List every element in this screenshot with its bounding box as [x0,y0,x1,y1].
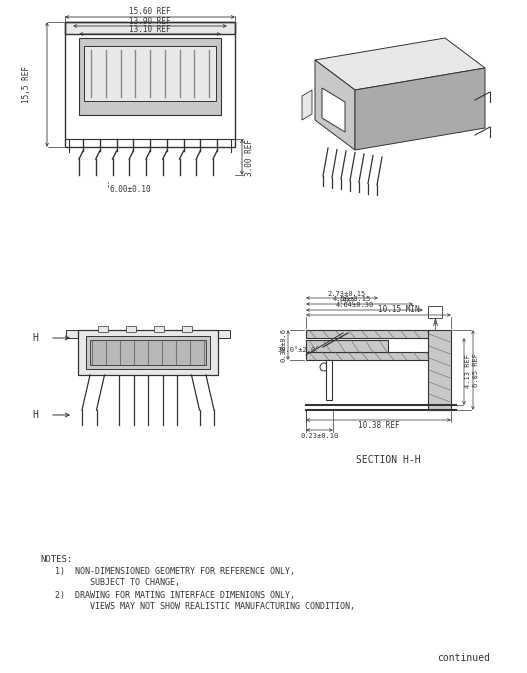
Text: 0.23±0.10: 0.23±0.10 [300,433,339,439]
Polygon shape [302,90,312,120]
Text: (4x): (4x) [338,297,356,304]
Text: 2)  DRAWING FOR MATING INTERFACE DIMENIONS ONLY,: 2) DRAWING FOR MATING INTERFACE DIMENION… [45,591,295,600]
Text: H: H [32,410,38,420]
Text: SECTION H-H: SECTION H-H [356,455,421,465]
Text: 0.38±0.6: 0.38±0.6 [280,328,286,362]
Polygon shape [355,68,485,150]
Text: 30.0°±2.0°: 30.0°±2.0° [278,347,320,353]
Bar [90,340,206,365]
Bar [182,326,192,332]
Bar [85,46,96,57]
Text: continued: continued [437,653,490,663]
Bar [65,22,235,147]
Text: 13.90 REF: 13.90 REF [129,17,171,26]
Text: 1)  NON-DIMENSIONED GEOMETRY FOR REFERENCE ONLY,: 1) NON-DIMENSIONED GEOMETRY FOR REFERENC… [45,567,295,576]
Text: 13.10 REF: 13.10 REF [129,24,171,34]
Text: 15,5 REF: 15,5 REF [23,66,32,103]
Polygon shape [322,88,345,132]
Text: 4.50±0.15: 4.50±0.15 [333,296,370,302]
Text: H: H [32,333,38,343]
Bar [126,326,136,332]
Bar [428,330,451,410]
Polygon shape [315,38,485,90]
Bar [65,22,235,34]
Bar [204,46,215,57]
Text: VIEWS MAY NOT SHOW REALISTIC MANUFACTURING CONDITION,: VIEWS MAY NOT SHOW REALISTIC MANUFACTURI… [45,602,355,611]
Bar [86,336,210,369]
Bar [84,46,216,101]
Bar [78,330,218,375]
Text: SUBJECT TO CHANGE,: SUBJECT TO CHANGE, [45,578,180,587]
Text: 10.15 MIN: 10.15 MIN [378,306,419,314]
Text: NOTES:: NOTES: [40,555,72,564]
Text: 6.00±0.10: 6.00±0.10 [110,184,152,194]
Text: 4.64±0.30: 4.64±0.30 [335,302,374,308]
Text: 2.73±0.15: 2.73±0.15 [328,291,366,297]
Bar [98,326,108,332]
Bar [66,330,78,338]
Text: 3.00 REF: 3.00 REF [246,139,255,176]
Bar [326,360,332,400]
Text: 4.13 REF: 4.13 REF [465,355,471,388]
Circle shape [320,363,328,371]
Bar [306,330,433,338]
Text: 6.05 REF: 6.05 REF [473,353,479,387]
Text: 15.60 REF: 15.60 REF [129,7,171,15]
Text: 10.38 REF: 10.38 REF [358,421,399,431]
Bar [306,352,433,360]
Text: A: A [433,320,437,328]
Bar [218,330,230,338]
Bar [154,326,164,332]
Bar [306,340,388,352]
Bar [428,306,442,318]
Bar [79,38,221,115]
Polygon shape [315,60,355,150]
